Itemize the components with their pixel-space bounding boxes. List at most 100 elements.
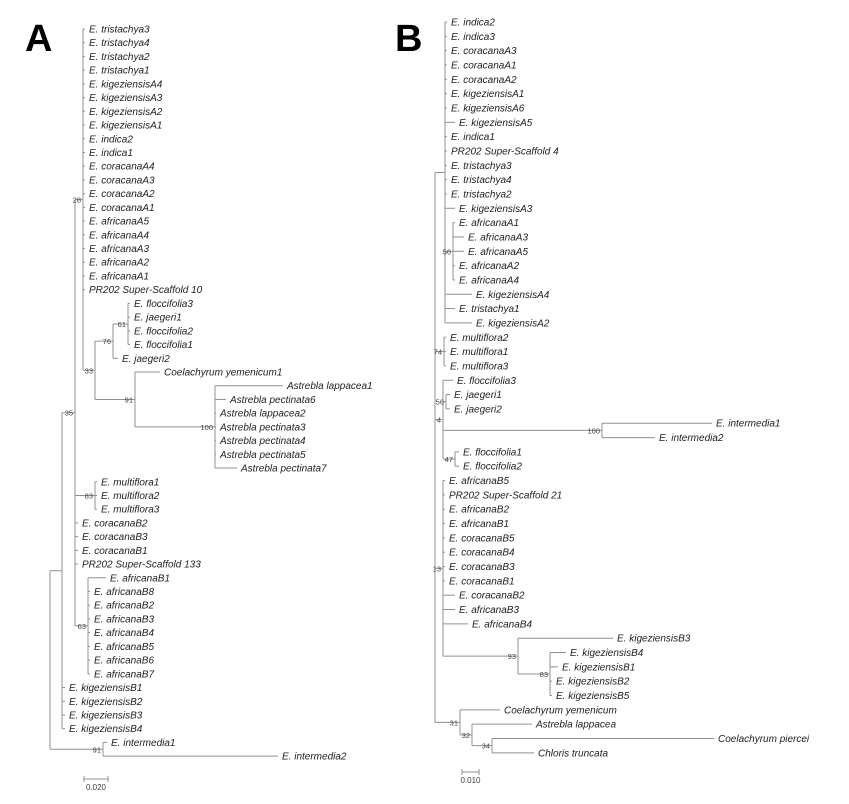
support-value: 32 bbox=[462, 731, 470, 740]
tip-label: E. kigeziensisB2 bbox=[556, 677, 630, 688]
scale-label: 0.010 bbox=[460, 776, 481, 785]
support-value: 56 bbox=[436, 398, 444, 407]
tip-label: Coelachyrum piercei bbox=[718, 734, 810, 745]
tip-label: E. kigeziensisA2 bbox=[89, 107, 163, 118]
support-value: 100 bbox=[587, 426, 600, 435]
tip-label: PR202 Super-Scaffold 4 bbox=[451, 146, 559, 157]
tip-label: PR202 Super-Scaffold 133 bbox=[82, 560, 201, 571]
tip-label: E. multiflora3 bbox=[101, 505, 160, 516]
tip-label: E. coracanaB5 bbox=[449, 533, 515, 544]
tip-label: E. tristachya4 bbox=[89, 38, 150, 49]
tip-label: E. africanaB3 bbox=[459, 605, 519, 616]
tip-label: E. coracanaA3 bbox=[89, 175, 155, 186]
tip-label: E. africanaB1 bbox=[449, 519, 509, 530]
tip-label: E. kigeziensisA6 bbox=[451, 103, 525, 114]
tip-label: E. coracanaA2 bbox=[451, 75, 517, 86]
tip-label: E. africanaB4 bbox=[472, 619, 532, 630]
tip-label: E. kigeziensisA3 bbox=[459, 204, 533, 215]
tip-label: E. jaegeri2 bbox=[454, 404, 502, 415]
tip-label: E. coracanaB4 bbox=[449, 548, 515, 559]
tip-label: E. kigeziensisA4 bbox=[476, 290, 550, 301]
tip-label: E. kigeziensisA3 bbox=[89, 93, 163, 104]
support-value: 31 bbox=[450, 718, 458, 727]
tip-label: E. indica2 bbox=[89, 134, 133, 145]
tip-label: E. africanaB1 bbox=[110, 573, 170, 584]
tip-label: E. africanaA3 bbox=[468, 232, 528, 243]
tip-label: E. kigeziensisB2 bbox=[69, 697, 143, 708]
support-value: 61 bbox=[118, 320, 126, 329]
support-value: 100 bbox=[200, 423, 213, 432]
tip-label: E. coracanaA4 bbox=[89, 162, 155, 173]
tip-label: E. coracanaB1 bbox=[82, 546, 148, 557]
support-value: 4 bbox=[437, 416, 441, 425]
tip-label: E. jaegeri1 bbox=[134, 313, 182, 324]
scale-bar: 0.020 bbox=[83, 776, 109, 792]
tip-label: E. tristachya2 bbox=[451, 189, 512, 200]
tip-label: E. kigeziensisB4 bbox=[69, 724, 143, 735]
tip-label: E. africanaB6 bbox=[94, 656, 154, 667]
tip-label: E. indica1 bbox=[89, 148, 133, 159]
tip-label: E. africanaB8 bbox=[94, 587, 154, 598]
tip-label: E. multiflora3 bbox=[450, 361, 509, 372]
support-value: 28 bbox=[73, 196, 81, 205]
tip-label: E. africanaB3 bbox=[94, 614, 154, 625]
tip-label: E. africanaB7 bbox=[94, 669, 154, 680]
tip-label: E. kigeziensisA1 bbox=[451, 89, 524, 100]
panel-a-label: A bbox=[25, 18, 53, 60]
tip-label: E. kigeziensisA4 bbox=[89, 79, 163, 90]
tip-label: E. multiflora2 bbox=[101, 491, 160, 502]
tip-label: E. africanaA1 bbox=[89, 271, 149, 282]
tip-label: E. indica1 bbox=[451, 132, 495, 143]
tip-label: E. kigeziensisB1 bbox=[562, 662, 635, 673]
tip-label: E. coracanaA2 bbox=[89, 189, 155, 200]
tip-label: E. multiflora2 bbox=[450, 333, 509, 344]
tip-label: E. kigeziensisB3 bbox=[69, 711, 143, 722]
support-value: 74 bbox=[434, 348, 442, 357]
tip-label: E. floccifolia3 bbox=[457, 376, 516, 387]
tip-label: Astrebla lappacea bbox=[535, 720, 616, 731]
tip-label: E. africanaB5 bbox=[94, 642, 154, 653]
support-value: 93 bbox=[508, 652, 516, 661]
tip-label: Astrebla lappacea2 bbox=[219, 409, 306, 420]
tip-label: E. kigeziensisB5 bbox=[556, 691, 630, 702]
tip-label: Astrebla pectinata7 bbox=[240, 464, 327, 475]
tip-label: E. coracanaA3 bbox=[451, 46, 517, 57]
tip-label: E. floccifolia3 bbox=[134, 299, 193, 310]
tip-label: E. floccifolia2 bbox=[134, 326, 193, 337]
tip-label: E. coracanaA1 bbox=[89, 203, 155, 214]
tip-label: E. coracanaB1 bbox=[449, 576, 515, 587]
tip-label: E. africanaA2 bbox=[459, 261, 519, 272]
support-value: 83 bbox=[85, 491, 93, 500]
tip-label: E. africanaB2 bbox=[94, 601, 154, 612]
support-value: 33 bbox=[85, 366, 93, 375]
tip-label: E. africanaA5 bbox=[468, 247, 528, 258]
tip-label: E. floccifolia1 bbox=[134, 340, 193, 351]
tip-label: Astrebla pectinata6 bbox=[229, 395, 316, 406]
tip-label: E. tristachya3 bbox=[89, 25, 150, 36]
tip-label: E. africanaA4 bbox=[459, 275, 519, 286]
tip-label: Astrebla pectinata4 bbox=[219, 436, 306, 447]
tip-label: E. africanaB4 bbox=[94, 628, 154, 639]
tip-label: E. coracanaB2 bbox=[459, 591, 525, 602]
tip-label: Coelachyrum yemenicum bbox=[504, 705, 617, 716]
tip-label: E. jaegeri2 bbox=[122, 354, 170, 365]
panel-b-label: B bbox=[395, 18, 423, 60]
tip-label: Astrebla pectinata3 bbox=[219, 422, 306, 433]
tip-label: E. floccifolia2 bbox=[463, 462, 522, 473]
tip-label: E. coracanaB2 bbox=[82, 518, 148, 529]
support-value: 35 bbox=[65, 409, 73, 418]
tip-label: E. tristachya3 bbox=[451, 161, 512, 172]
tip-label: E. kigeziensisA1 bbox=[89, 121, 162, 132]
support-value: 63 bbox=[78, 622, 86, 631]
panel-A: 35 28 E. tristachya3 E. tristachya4 E. trist… bbox=[49, 25, 373, 792]
support-value: 83 bbox=[540, 670, 548, 679]
support-value: 34 bbox=[482, 742, 490, 751]
tip-label: E. africanaB2 bbox=[449, 505, 509, 516]
tip-label: E. africanaA4 bbox=[89, 230, 149, 241]
tip-label: E. indica3 bbox=[451, 32, 495, 43]
tip-label: E. tristachya2 bbox=[89, 52, 150, 63]
support-value: 47 bbox=[445, 455, 453, 464]
tip-label: PR202 Super-Scaffold 21 bbox=[449, 490, 562, 501]
